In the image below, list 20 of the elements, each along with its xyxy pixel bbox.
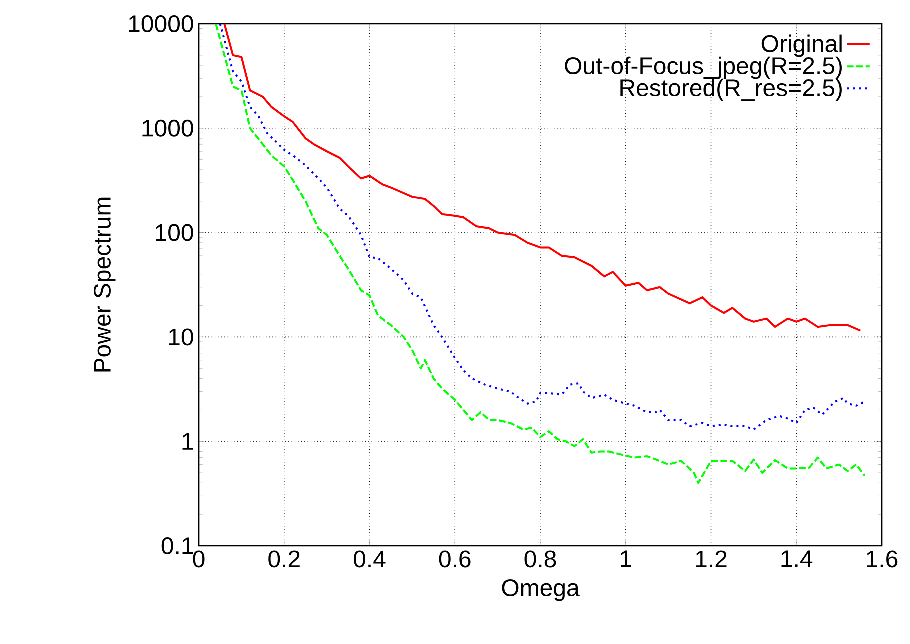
y-tick-label: 10000 (129, 15, 194, 32)
x-tick-label: 0 (193, 550, 205, 568)
y-tick-label: 100 (156, 224, 194, 242)
x-tick-label: 1.4 (782, 550, 813, 568)
y-tick-label: 0.1 (162, 537, 194, 554)
y-tick-label: 10 (169, 328, 194, 346)
x-tick-label: 0.8 (524, 550, 556, 568)
legend-label: Original (762, 34, 842, 58)
y-axis-title: Power Spectrum (94, 198, 116, 372)
x-tick-label: 1 (621, 550, 632, 568)
x-axis-title: Omega (502, 580, 580, 602)
x-tick-label: 0.2 (268, 550, 300, 568)
y-tick-label: 1 (182, 433, 194, 450)
x-tick-label: 0.4 (354, 550, 386, 568)
x-tick-label: 0.6 (439, 550, 471, 568)
legend-label: Restored(R_res=2.5) (620, 78, 842, 102)
legend-label: Out-of-Focus_jpeg(R=2.5) (565, 56, 842, 80)
x-tick-label: 1.2 (696, 550, 727, 568)
y-tick-label: 1000 (142, 120, 194, 137)
x-tick-label: 1.6 (867, 550, 898, 568)
